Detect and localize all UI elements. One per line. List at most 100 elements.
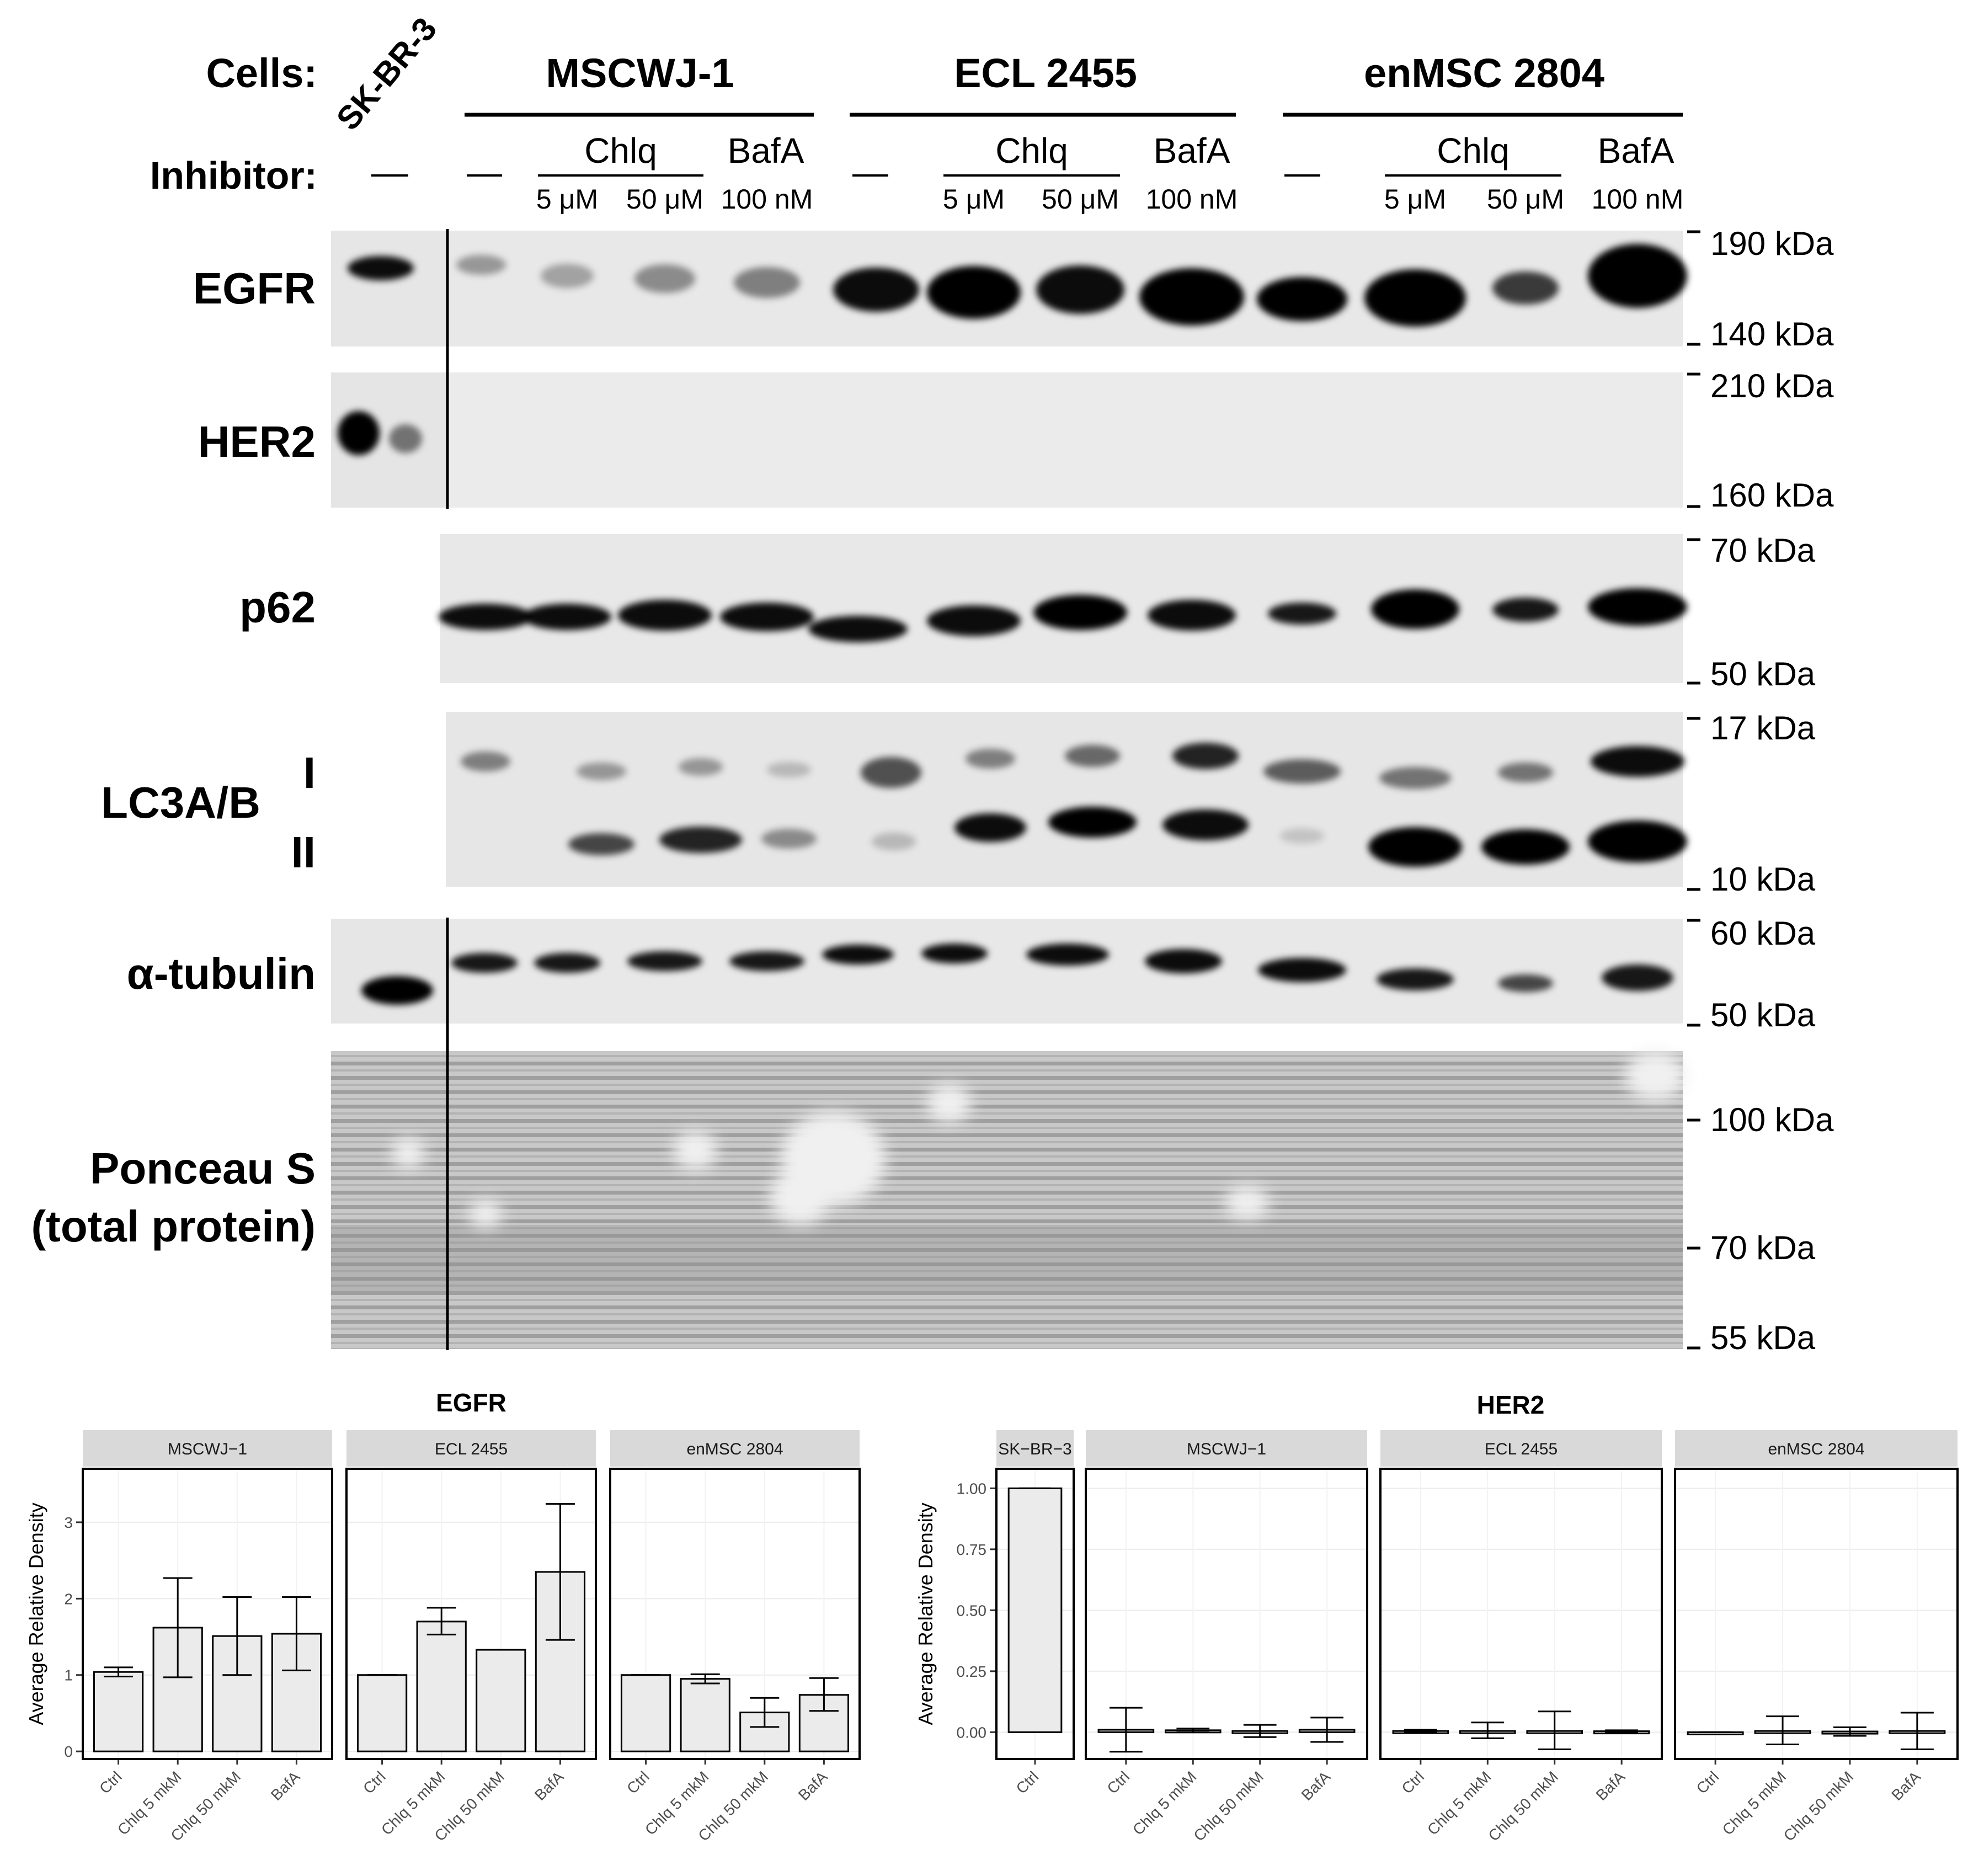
facet-label: enMSC 2804	[1768, 1440, 1864, 1458]
y-tick-label: 3	[64, 1514, 73, 1531]
conc-50um-3: 50 μM	[1487, 184, 1564, 215]
x-tick-label: BafA	[1888, 1768, 1924, 1804]
y-tick-label: 2	[64, 1590, 73, 1607]
mw-50a: 50 kDa	[1710, 655, 1816, 692]
x-tick-label: BafA	[1298, 1768, 1334, 1804]
mw-10: 10 kDa	[1710, 861, 1816, 898]
cells-label: Cells:	[206, 50, 317, 96]
inhibitor-label: Inhibitor:	[150, 154, 317, 197]
row-label-p62: p62	[239, 583, 316, 632]
chart-egfr: EGFR Average Relative Density 0 1 2 3 MSCWJ−1 C…	[25, 1388, 861, 1845]
row-label-tubulin: α-tubulin	[127, 949, 316, 998]
facet-strip	[83, 1430, 332, 1467]
facet-label: SK−BR−3	[998, 1440, 1071, 1458]
group-label-1: MSCWJ-1	[546, 50, 734, 96]
row-label-egfr: EGFR	[193, 264, 316, 313]
facet-panel	[1086, 1469, 1367, 1759]
facet-strip	[1380, 1430, 1662, 1467]
group-label-3: enMSC 2804	[1364, 50, 1604, 96]
facet-border	[1379, 1468, 1663, 1760]
facet-strip	[610, 1430, 860, 1467]
y-tick-label: 0.50	[957, 1602, 987, 1619]
mw-60: 60 kDa	[1710, 915, 1816, 952]
mw-70a: 70 kDa	[1710, 532, 1816, 569]
bar	[798, 1694, 850, 1752]
bafa-label-1: BafA	[728, 131, 804, 170]
x-tick-label: Ctrl	[96, 1768, 125, 1797]
row-label-lc3: LC3A/B	[101, 778, 260, 827]
facet-strip	[1675, 1430, 1958, 1467]
conc-5um-3: 5 μM	[1384, 184, 1446, 215]
x-tick-label: Chlq 5 mkM	[1129, 1768, 1200, 1838]
chart-title: EGFR	[436, 1388, 506, 1417]
conc-100nm-3: 100 nM	[1592, 184, 1684, 215]
conc-5um-1: 5 μM	[536, 184, 598, 215]
row-label-her2: HER2	[198, 417, 316, 466]
facet-panel	[1380, 1469, 1662, 1759]
x-tick-label: BafA	[1593, 1768, 1629, 1804]
facet-label: ECL 2455	[435, 1440, 508, 1458]
facet-label: MSCWJ−1	[1187, 1440, 1266, 1458]
x-tick-label: Chlq 50 mkM	[1485, 1768, 1561, 1845]
bar	[1007, 1487, 1063, 1733]
mw-70b: 70 kDa	[1710, 1229, 1816, 1266]
facet-border	[995, 1468, 1075, 1760]
facet-strip	[346, 1430, 596, 1467]
chlq-label-1: Chlq	[584, 131, 657, 170]
x-tick-label: Ctrl	[1693, 1768, 1722, 1797]
x-tick-label: Ctrl	[1398, 1768, 1427, 1797]
mw-50b: 50 kDa	[1710, 996, 1816, 1033]
treatment-labels: Chlq Chlq Chlq BafA BafA BafA 5 μM 50 μM…	[371, 131, 1683, 215]
conc-50um-1: 50 μM	[626, 184, 703, 215]
blot-panel-p62	[439, 534, 1687, 683]
conc-50um-2: 50 μM	[1042, 184, 1119, 215]
bar	[356, 1674, 408, 1752]
mw-55: 55 kDa	[1710, 1319, 1816, 1356]
facet-strip	[996, 1430, 1074, 1467]
blot-panel-tubulin	[331, 919, 1683, 1024]
bafa-label-2: BafA	[1154, 131, 1230, 170]
blot-header: Cells: Inhibitor: SK-BR-3 MSCWJ-1 ECL 24…	[150, 10, 1604, 197]
x-tick-label: Ctrl	[360, 1768, 389, 1797]
lc3-band-i: I	[303, 748, 316, 797]
facet-border	[1674, 1468, 1959, 1760]
x-tick-label: Chlq 5 mkM	[1424, 1768, 1495, 1838]
group-label-2: ECL 2455	[954, 50, 1137, 96]
x-tick-label: Chlq 50 mkM	[1780, 1768, 1857, 1845]
conc-5um-2: 5 μM	[943, 184, 1005, 215]
blot-panel-ponceau	[331, 1051, 1686, 1349]
row-label-ponceau-sub: (total protein)	[31, 1202, 316, 1251]
mw-100: 100 kDa	[1710, 1101, 1834, 1138]
x-tick-label: Chlq 5 mkM	[1719, 1768, 1790, 1838]
x-tick-label: Chlq 50 mkM	[1190, 1768, 1267, 1845]
facet-border	[82, 1468, 333, 1760]
facet-panel	[1675, 1469, 1958, 1759]
skbr3-label: SK-BR-3	[329, 10, 444, 137]
blot-panel-her2	[331, 372, 1683, 508]
y-tick-label: 0.25	[957, 1663, 987, 1680]
row-label-ponceau: Ponceau S	[90, 1144, 316, 1193]
mw-210: 210 kDa	[1710, 367, 1834, 404]
facet-border	[609, 1468, 861, 1760]
conc-100nm-1: 100 nM	[721, 184, 813, 215]
y-axis-label: Average Relative Density	[25, 1502, 47, 1725]
x-tick-label: BafA	[268, 1768, 303, 1804]
y-tick-label: 1.00	[957, 1480, 987, 1497]
y-axis-label: Average Relative Density	[914, 1502, 937, 1725]
mw-190: 190 kDa	[1710, 225, 1834, 262]
blot-panel-egfr	[331, 231, 1687, 347]
x-tick-label: BafA	[795, 1768, 831, 1804]
y-tick-label: 0.00	[957, 1724, 987, 1741]
mw-17: 17 kDa	[1710, 710, 1816, 747]
facet-label: MSCWJ−1	[168, 1440, 247, 1458]
blot-panel-lc3	[446, 712, 1687, 887]
facet-strip	[1086, 1430, 1367, 1467]
mw-markers: 190 kDa 140 kDa 210 kDa 160 kDa 70 kDa 5…	[1687, 225, 1834, 1356]
x-tick-label: Ctrl	[1013, 1768, 1042, 1797]
mw-140: 140 kDa	[1710, 316, 1834, 353]
y-tick-label: 1	[64, 1667, 73, 1684]
bar	[416, 1621, 467, 1752]
facet-border	[345, 1468, 597, 1760]
x-tick-label: BafA	[531, 1768, 567, 1804]
